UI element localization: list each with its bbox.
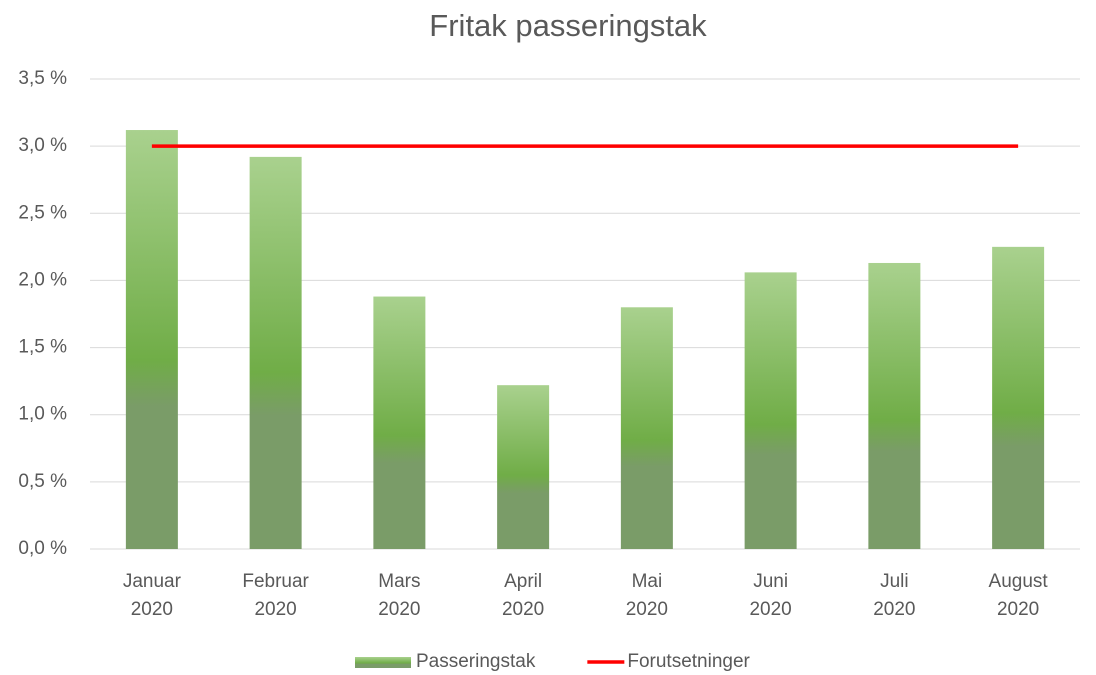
bar [373, 296, 426, 549]
x-tick-label: Juni 2020 [749, 571, 791, 620]
bar [868, 262, 921, 549]
bar [620, 307, 673, 549]
x-tick-label: April 2020 [502, 571, 544, 620]
bar [249, 156, 302, 549]
bar [497, 385, 550, 549]
y-tick-label: 2,0 % [18, 269, 67, 290]
y-tick-label: 0,5 % [18, 471, 67, 492]
y-tick-label: 0,0 % [18, 538, 67, 559]
x-tick-label: August 2020 [989, 571, 1049, 620]
legend-label: Forutsetninger [627, 651, 750, 672]
bar [744, 272, 797, 549]
bar [992, 246, 1045, 549]
legend-swatch [355, 657, 411, 668]
y-tick-label: 2,5 % [18, 202, 67, 223]
legend-label: Passeringstak [416, 651, 536, 672]
x-tick-label: Januar 2020 [123, 571, 182, 620]
y-tick-label: 1,5 % [18, 337, 67, 358]
x-tick-label: Februar 2020 [242, 571, 309, 620]
chart-title: Fritak passeringstak [429, 8, 707, 43]
x-tick-label: Mai 2020 [626, 571, 668, 620]
y-tick-label: 3,5 % [18, 68, 67, 89]
y-tick-label: 3,0 % [18, 135, 67, 156]
x-tick-label: Juli 2020 [873, 571, 915, 620]
bar [125, 130, 178, 549]
y-tick-label: 1,0 % [18, 404, 67, 425]
x-tick-label: Mars 2020 [378, 571, 420, 620]
